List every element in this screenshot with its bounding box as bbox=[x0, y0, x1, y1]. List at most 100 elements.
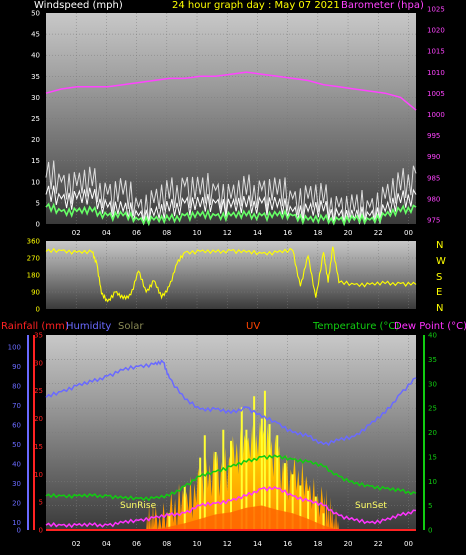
temp-x-tick-label: 10 bbox=[193, 540, 202, 548]
legend-rainfall: Rainfall (mm) bbox=[1, 321, 69, 332]
temp-y-tick-label: 25 bbox=[428, 405, 437, 413]
humidity-y-tick-label: 40 bbox=[12, 461, 21, 469]
temp-x-tick-label: 02 bbox=[72, 540, 81, 548]
legend-solar: Solar bbox=[118, 321, 144, 332]
wind-x-tick-label: 18 bbox=[313, 229, 322, 237]
temp-x-tick-label: 16 bbox=[283, 540, 292, 548]
temp-y-tick-label: 10 bbox=[428, 478, 437, 486]
humidity-y-tick-label: 80 bbox=[12, 383, 21, 391]
compass-s: S bbox=[436, 272, 443, 283]
wind-x-tick-label: 00 bbox=[404, 229, 413, 237]
rainfall-y-tick-label: 5 bbox=[39, 499, 43, 507]
series-windgust bbox=[45, 160, 417, 225]
panel-wind-direction bbox=[46, 241, 416, 309]
humidity-y-tick-label: 0 bbox=[17, 527, 21, 535]
temp-x-tick-label: 00 bbox=[404, 540, 413, 548]
temp-y-tick-label: 40 bbox=[428, 332, 437, 340]
windspeed-axis-label: Windspeed (mph) bbox=[34, 0, 123, 11]
temp-x-tick-label: 18 bbox=[313, 540, 322, 548]
compass-n-bottom: N bbox=[436, 303, 444, 314]
direction-y-tick-label: 270 bbox=[27, 255, 40, 263]
rainfall-y-tick-label: 0 bbox=[39, 527, 43, 535]
baro-y-tick-label: 1010 bbox=[427, 69, 445, 77]
series-humidity bbox=[45, 359, 417, 447]
wind-x-tick-label: 06 bbox=[132, 229, 141, 237]
sunrise-label: SunRise bbox=[120, 501, 157, 511]
direction-y-tick-label: 360 bbox=[27, 238, 40, 246]
wind-x-tick-label: 22 bbox=[374, 229, 383, 237]
baro-y-tick-label: 995 bbox=[427, 132, 440, 140]
baro-y-tick-label: 985 bbox=[427, 174, 440, 182]
baro-y-tick-label: 990 bbox=[427, 153, 440, 161]
temp-x-tick-label: 14 bbox=[253, 540, 262, 548]
humidity-y-tick-label: 60 bbox=[12, 422, 21, 430]
baro-y-tick-label: 1000 bbox=[427, 111, 445, 119]
rainfall-y-tick-label: 15 bbox=[34, 443, 43, 451]
temp-y-tick-label: 20 bbox=[428, 429, 437, 437]
legend-temperature: Temperature (°C) bbox=[313, 321, 400, 332]
rainfall-y-tick-label: 25 bbox=[34, 387, 43, 395]
direction-y-tick-label: 180 bbox=[27, 272, 40, 280]
series-temperature bbox=[45, 454, 417, 502]
baro-y-tick-label: 1005 bbox=[427, 90, 445, 98]
legend-uv: UV bbox=[246, 321, 261, 332]
wind-x-tick-label: 14 bbox=[253, 229, 262, 237]
temp-x-tick-label: 04 bbox=[102, 540, 111, 548]
wind-y-tick-label: 15 bbox=[31, 157, 40, 165]
wind-y-tick-label: 50 bbox=[31, 10, 40, 18]
humidity-y-tick-label: 90 bbox=[12, 363, 21, 371]
rainfall-y-tick-label: 10 bbox=[34, 471, 43, 479]
wind-x-tick-label: 02 bbox=[72, 229, 81, 237]
compass-e: E bbox=[436, 287, 443, 298]
series-dewpoint bbox=[45, 486, 417, 529]
wind-y-tick-label: 30 bbox=[31, 94, 40, 102]
direction-y-tick-label: 0 bbox=[36, 306, 40, 314]
temp-x-tick-label: 08 bbox=[162, 540, 171, 548]
humidity-y-tick-label: 50 bbox=[12, 441, 21, 449]
wind-y-tick-label: 25 bbox=[31, 115, 40, 123]
rainfall-y-tick-label: 35 bbox=[34, 332, 43, 340]
wind-y-tick-label: 20 bbox=[31, 136, 40, 144]
wind-y-tick-label: 35 bbox=[31, 73, 40, 81]
baro-y-tick-label: 975 bbox=[427, 217, 440, 225]
temp-y-tick-label: 15 bbox=[428, 453, 437, 461]
temp-y-tick-label: 35 bbox=[428, 356, 437, 364]
rainfall-y-tick-label: 20 bbox=[34, 415, 43, 423]
panel-wind-baro bbox=[46, 13, 416, 224]
baro-y-tick-label: 1020 bbox=[427, 27, 445, 35]
sunset-label: SunSet bbox=[355, 501, 387, 511]
compass-w: W bbox=[436, 256, 446, 267]
baro-y-tick-label: 1015 bbox=[427, 48, 445, 56]
wind-y-tick-label: 40 bbox=[31, 52, 40, 60]
series-barometer bbox=[45, 71, 417, 111]
wind-x-tick-label: 12 bbox=[223, 229, 232, 237]
humidity-y-tick-label: 100 bbox=[8, 344, 21, 352]
temp-y-tick-label: 5 bbox=[428, 502, 432, 510]
humidity-y-tick-label: 20 bbox=[12, 500, 21, 508]
series-uv-area bbox=[153, 505, 339, 530]
temp-x-tick-label: 12 bbox=[223, 540, 232, 548]
humidity-y-tick-label: 10 bbox=[12, 519, 21, 527]
humidity-y-tick-label: 70 bbox=[12, 402, 21, 410]
rainfall-y-tick-label: 30 bbox=[34, 359, 43, 367]
wind-y-tick-label: 10 bbox=[31, 178, 40, 186]
legend-dewpoint: Dew Point (°C) bbox=[394, 321, 466, 332]
wind-x-tick-label: 10 bbox=[193, 229, 202, 237]
chart-title: 24 hour graph day : May 07 2021 bbox=[172, 0, 340, 11]
series-wind_avg bbox=[45, 202, 417, 227]
wind-x-tick-label: 20 bbox=[344, 229, 353, 237]
direction-y-tick-label: 90 bbox=[31, 289, 40, 297]
wind-y-tick-label: 45 bbox=[31, 31, 40, 39]
temp-x-tick-label: 20 bbox=[344, 540, 353, 548]
baro-y-tick-label: 1025 bbox=[427, 6, 445, 14]
legend-humidity: Humidity bbox=[66, 321, 112, 332]
wind-y-tick-label: 0 bbox=[36, 221, 40, 229]
temp-x-tick-label: 06 bbox=[132, 540, 141, 548]
wind-x-tick-label: 08 bbox=[162, 229, 171, 237]
baro-y-tick-label: 980 bbox=[427, 195, 440, 203]
barometer-axis-label: Barometer (hpa) bbox=[341, 0, 424, 11]
wind-y-tick-label: 5 bbox=[36, 199, 40, 207]
compass-n-top: N bbox=[436, 240, 444, 251]
